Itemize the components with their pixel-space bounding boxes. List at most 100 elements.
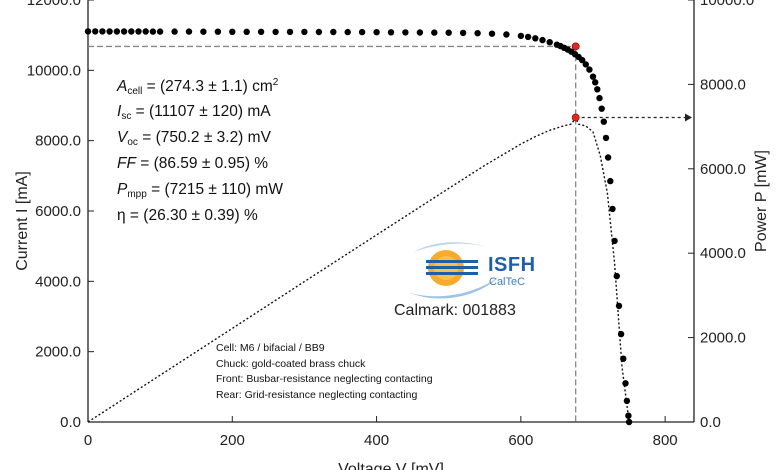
iv-data-point xyxy=(171,28,178,35)
y-tick-label: 8000.0 xyxy=(35,133,81,150)
iv-data-point xyxy=(625,412,632,419)
mpp-power-arrow xyxy=(685,113,692,122)
iv-data-point xyxy=(625,418,633,426)
iv-data-point xyxy=(613,272,620,280)
tick-labels: 0 200 400 600 8000.02000.04000.06000.08000.0… xyxy=(27,0,754,449)
iv-data-point xyxy=(488,30,496,37)
iv-data-point xyxy=(92,28,99,35)
iv-data-point xyxy=(600,118,607,125)
iv-data-point xyxy=(99,28,106,35)
iv-data-point xyxy=(84,28,92,35)
mpp-current-marker xyxy=(571,42,580,51)
x-tick-label: 800 xyxy=(653,432,678,449)
iv-data-point xyxy=(607,177,614,185)
mpp-guide-lines xyxy=(88,45,692,422)
iv-data-point xyxy=(128,28,135,35)
iv-data-point xyxy=(156,28,164,35)
power-series xyxy=(87,116,630,423)
current-series xyxy=(84,28,633,426)
iv-data-point xyxy=(373,29,380,36)
iv-data-point xyxy=(611,237,618,245)
iv-data-point xyxy=(623,397,631,405)
x-tick-label: 400 xyxy=(364,432,389,449)
iv-data-point xyxy=(598,105,605,112)
y2-tick-label: 4000.0 xyxy=(700,245,746,262)
iv-data-point xyxy=(445,29,452,36)
iv-data-point xyxy=(602,134,610,142)
iv-data-point xyxy=(546,39,553,46)
power-curve xyxy=(87,116,630,423)
iv-data-point xyxy=(431,29,438,36)
param-ff: FF = (86.59 ± 0.95) % xyxy=(117,155,269,172)
y2-tick-label: 8000.0 xyxy=(700,76,746,93)
y-tick-label: 4000.0 xyxy=(35,273,81,290)
y2-tick-label: 6000.0 xyxy=(700,161,746,178)
param-isc: Isc = (11107 ± 120) mA xyxy=(117,103,271,122)
iv-data-point xyxy=(524,33,532,41)
logo-sub-text: CalTeC xyxy=(489,276,526,288)
param-pmpp: Pmpp = (7215 ± 110) mW xyxy=(117,181,283,200)
y-tick-label: 2000.0 xyxy=(35,344,81,361)
iv-data-point xyxy=(330,28,337,36)
iv-data-point xyxy=(243,28,250,35)
y-tick-label: 10000.0 xyxy=(27,62,81,79)
iv-data-point xyxy=(286,28,294,36)
y2-tick-label: 10000.0 xyxy=(700,0,754,9)
x-axis-label: Voltage V [mV] xyxy=(338,461,444,470)
iv-data-point xyxy=(617,330,625,338)
param-efficiency: η = (26.30 ± 0.39) % xyxy=(117,207,258,224)
iv-data-point xyxy=(229,28,236,35)
iv-data-point xyxy=(589,73,597,80)
x-tick-label: 0 xyxy=(84,432,92,449)
iv-data-point xyxy=(106,28,113,35)
iv-data-point xyxy=(609,205,616,213)
calmark-label: Calmark: 001883 xyxy=(394,302,516,319)
iv-data-point xyxy=(149,28,157,35)
iv-data-point xyxy=(503,31,510,38)
note-chuck: Chuck: gold-coated brass chuck xyxy=(216,357,366,370)
y-tick-label: 12000.0 xyxy=(27,0,81,9)
iv-data-point xyxy=(517,32,525,40)
iv-data-point xyxy=(579,56,586,64)
iv-data-point xyxy=(272,28,279,36)
iv-data-point xyxy=(344,28,351,36)
iv-data-point xyxy=(358,28,366,36)
iv-data-point xyxy=(120,28,128,35)
iv-data-point xyxy=(532,35,539,42)
isfh-logo xyxy=(408,242,500,299)
y2-tick-label: 0.0 xyxy=(700,414,721,431)
axes xyxy=(87,0,695,423)
y-tick-label: 0.0 xyxy=(60,414,81,431)
note-cell: Cell: M6 / bifacial / BB9 xyxy=(216,342,325,354)
iv-data-point xyxy=(586,66,593,73)
iv-data-point xyxy=(387,29,395,36)
y-axis-label: Current I [mA] xyxy=(14,171,31,271)
y2-axis-label: Power P [mW] xyxy=(753,150,770,252)
iv-data-point xyxy=(416,29,424,36)
iv-data-point xyxy=(459,29,467,37)
iv-data-point xyxy=(113,28,121,35)
x-tick-label: 200 xyxy=(220,432,245,449)
iv-data-point xyxy=(474,30,481,37)
iv-data-point xyxy=(592,79,599,86)
mpp-power-marker xyxy=(571,113,580,122)
iv-data-point xyxy=(257,28,265,35)
x-tick-label: 600 xyxy=(508,432,533,449)
param-voc: Voc = (750.2 ± 3.2) mV xyxy=(117,129,271,148)
y2-tick-label: 2000.0 xyxy=(700,330,746,347)
iv-data-point xyxy=(315,28,323,36)
iv-data-point xyxy=(615,302,623,310)
iv-data-point xyxy=(135,28,142,35)
y-tick-label: 6000.0 xyxy=(35,203,81,220)
iv-data-point xyxy=(539,36,546,44)
mpp-markers xyxy=(571,42,580,122)
note-rear: Rear: Grid-resistance neglecting contact… xyxy=(216,388,418,401)
iv-data-point xyxy=(185,28,193,35)
iv-data-point xyxy=(620,355,627,362)
iv-data-point xyxy=(200,28,207,35)
param-area: Acell = (274.3 ± 1.1) cm2 xyxy=(117,77,279,97)
iv-data-point xyxy=(582,61,589,68)
note-front: Front: Busbar-resistance neglecting cont… xyxy=(216,373,433,385)
iv-data-point xyxy=(142,28,149,35)
